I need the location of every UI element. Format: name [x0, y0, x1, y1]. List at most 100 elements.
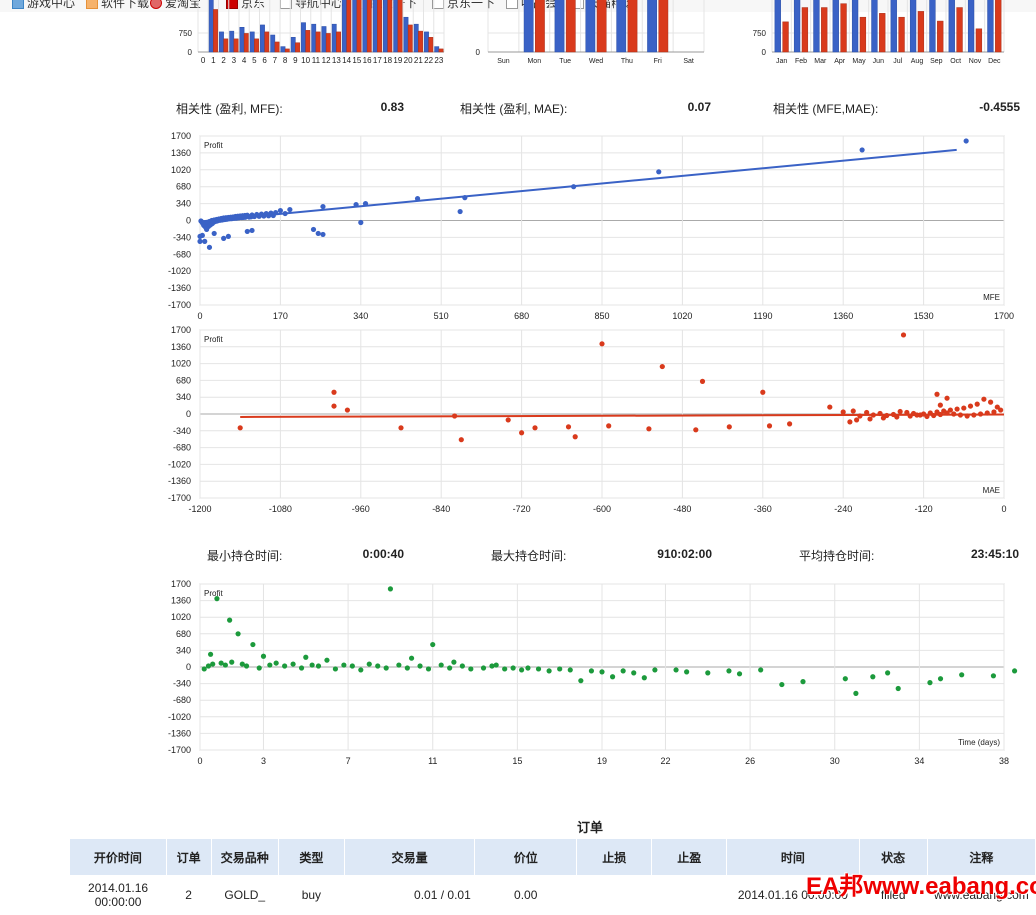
- bar: [213, 9, 218, 53]
- data-point: [505, 417, 511, 423]
- data-point: [349, 663, 355, 669]
- x-tick-label: 34: [914, 756, 924, 766]
- bar: [851, 0, 859, 53]
- orders-header[interactable]: 时间: [726, 839, 860, 875]
- y-tick-label: 1020: [171, 165, 191, 175]
- data-point: [917, 412, 923, 418]
- x-tick-label: 1700: [994, 311, 1014, 321]
- y-tick-label: 0: [186, 216, 191, 226]
- data-point: [298, 665, 305, 671]
- data-point: [414, 196, 421, 202]
- bar: [377, 0, 382, 53]
- orders-header[interactable]: 注释: [927, 839, 1036, 875]
- game-icon: [12, 0, 24, 9]
- y-tick-label: 0: [186, 662, 191, 672]
- bar: [554, 0, 565, 53]
- orders-header[interactable]: 状态: [859, 839, 928, 875]
- bar: [948, 0, 955, 53]
- data-point: [984, 410, 990, 416]
- data-point: [937, 676, 944, 682]
- x-tick-label: Sun: [497, 58, 510, 65]
- data-point: [937, 411, 943, 418]
- y-tick-label: 1360: [171, 342, 191, 352]
- data-point: [458, 437, 464, 443]
- data-point: [197, 233, 203, 240]
- bar: [331, 23, 337, 53]
- data-point: [991, 409, 997, 415]
- data-point: [243, 663, 250, 669]
- data-point: [565, 424, 572, 430]
- data-point: [885, 670, 891, 676]
- data-point: [417, 663, 423, 669]
- x-tick-label: 7: [346, 756, 351, 766]
- profit-mae-chart: 1700 1360 1020 680 340 0 -340 -680 -1020 -1360 -17…: [168, 325, 1007, 514]
- data-point: [221, 235, 227, 241]
- x-tick-label: 1360: [833, 311, 853, 321]
- bar: [585, 0, 596, 53]
- bar: [243, 33, 249, 53]
- x-tick-label: 1530: [914, 311, 934, 321]
- orders-cell: [577, 875, 652, 915]
- data-point: [265, 213, 272, 219]
- bookmark-label: 爱淘宝: [165, 0, 202, 10]
- bookmark-0[interactable]: 游戏中心: [12, 0, 75, 11]
- data-point: [310, 226, 317, 233]
- bar: [909, 0, 917, 53]
- data-point: [205, 663, 212, 669]
- orders-header[interactable]: 交易品种: [211, 839, 279, 875]
- orders-header[interactable]: 价位: [474, 839, 578, 875]
- data-point: [260, 653, 267, 659]
- y-axis-label: Profit: [204, 589, 223, 598]
- orders-header[interactable]: 类型: [278, 839, 345, 875]
- bookmark-2[interactable]: 爱淘宝: [150, 0, 201, 11]
- data-point: [890, 411, 897, 418]
- orders-header[interactable]: 止损: [576, 839, 653, 875]
- data-point: [787, 421, 793, 427]
- bookmark-1[interactable]: 软件下载: [86, 0, 149, 11]
- bar: [356, 0, 362, 53]
- data-point: [726, 424, 732, 430]
- data-point: [282, 663, 288, 669]
- y-tick-label: -1020: [168, 459, 191, 469]
- data-point: [947, 407, 954, 413]
- bar: [403, 16, 409, 53]
- data-point: [588, 668, 595, 674]
- x-axis-label: MAE: [983, 486, 1000, 495]
- orders-cell: 0.00: [514, 888, 538, 902]
- orders-header[interactable]: 止盈: [651, 839, 728, 875]
- bar: [917, 11, 925, 53]
- x-tick-label: 6: [262, 56, 267, 65]
- orders-header[interactable]: 开价时间: [70, 839, 167, 875]
- data-point: [870, 412, 876, 418]
- data-point: [857, 413, 863, 419]
- x-tick-label: 18: [383, 56, 392, 65]
- data-point: [468, 666, 474, 672]
- y-tick-label: -340: [173, 426, 191, 436]
- data-point: [578, 678, 584, 684]
- y-tick-label: 1360: [171, 596, 191, 606]
- data-point: [489, 663, 495, 669]
- x-tick-label: 22: [660, 756, 670, 766]
- bar: [801, 7, 809, 53]
- data-point: [850, 408, 856, 414]
- data-point: [256, 665, 262, 671]
- orders-header[interactable]: 订单: [166, 839, 212, 875]
- bar-chart-months: Jan Feb Mar Apr May Jun Jul Aug Sep Oct Nov Dec 750 0: [753, 0, 1005, 65]
- y-tick-label: 1700: [171, 579, 191, 589]
- orders-header[interactable]: 交易量: [344, 839, 476, 875]
- bookmark-3[interactable]: 京东: [226, 0, 265, 11]
- bookmark-label: 京东一下: [447, 0, 496, 10]
- trend-line: [199, 148, 957, 223]
- data-point: [870, 674, 876, 680]
- data-point: [884, 412, 890, 419]
- x-tick-label: -600: [593, 504, 611, 514]
- data-point: [480, 665, 487, 671]
- data-point: [964, 413, 970, 419]
- x-tick-label: 16: [363, 56, 372, 65]
- data-point: [957, 412, 964, 418]
- data-point: [408, 655, 415, 661]
- y-tick-label: 0: [476, 48, 481, 57]
- y-tick-label: 680: [176, 629, 191, 639]
- data-point: [227, 617, 233, 623]
- bar: [336, 31, 341, 53]
